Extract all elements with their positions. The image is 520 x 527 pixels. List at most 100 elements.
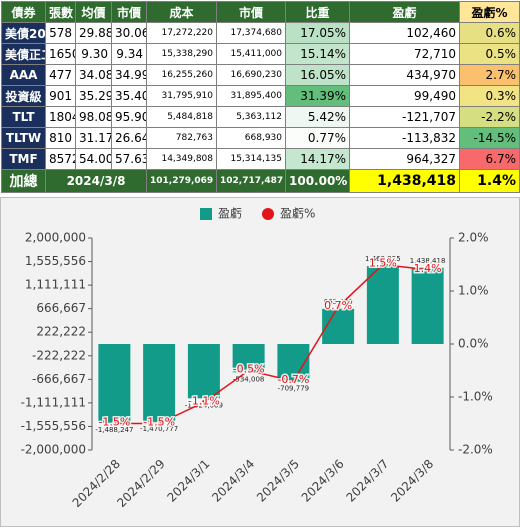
y-tick-label: -222,222 <box>32 348 86 362</box>
bar <box>232 344 265 373</box>
line <box>114 263 428 425</box>
line-label: -1.5% <box>143 416 175 429</box>
y-tick-label: -666,667 <box>32 372 86 386</box>
line-label: 1.5% <box>369 257 397 270</box>
line-label: 1.4% <box>414 262 442 275</box>
line-point <box>157 421 162 426</box>
y2-tick-label: 2.0% <box>458 231 489 245</box>
y-tick-label: 666,667 <box>36 301 86 315</box>
table-cell: 31,895,400 <box>216 85 286 107</box>
table-row: TLTW 810 31.17 26.64 782,763 668,930 0.77% -113… <box>1 127 520 149</box>
table-row: TMF857254.0057.6314,349,80815,314,13514.… <box>1 148 520 170</box>
line-point <box>336 304 341 309</box>
line-label: -0.7% <box>277 373 309 386</box>
table-cell: -2.2% <box>459 106 520 128</box>
y-tick-label: 222,222 <box>36 325 86 339</box>
table-row: 加總 2024/3/8 101,279,069 102,717,487 100.00% 1… <box>1 169 520 193</box>
legend-label: 盈虧% <box>280 207 315 221</box>
table-cell: 8572 <box>45 148 76 170</box>
line-point <box>380 262 385 267</box>
holdings-table: 債券 張數 均價 市價 成本 市價 比重 盈虧 盈虧% 美債20 578 29.88 30.06 17,2… <box>1 1 520 193</box>
table-cell: 57.63 <box>111 148 147 170</box>
table-cell: 5,363,112 <box>216 106 286 128</box>
header-cell: 張數 <box>45 1 76 23</box>
bar-label: 663,400 <box>324 298 353 306</box>
y-tick-label: 1,111,111 <box>25 278 86 292</box>
table-cell: 29.88 <box>75 22 112 44</box>
table-cell: 16,690,230 <box>216 64 286 86</box>
legend-label: 盈虧 <box>218 207 242 221</box>
legend-marker <box>200 208 212 220</box>
table-row: AAA 477 34.08 34.99 16,255,260 16,690,230 16.0… <box>1 64 520 86</box>
bond-name: TLT <box>1 106 46 128</box>
table-row: TLT180498.0895.905,484,8185,363,1125.42%… <box>1 106 520 128</box>
table-cell: 1650 <box>45 43 76 65</box>
bar-label: -709,779 <box>278 385 309 393</box>
table-cell: 14,349,808 <box>146 148 217 170</box>
table-cell: 16,255,260 <box>146 64 217 86</box>
bar-label: -1,024,009 <box>185 401 223 409</box>
line-label: -1.5% <box>98 416 130 429</box>
bar-label: -1,470,777 <box>140 425 178 433</box>
table-cell: 0.3% <box>459 85 520 107</box>
table-cell: 102,460 <box>349 22 460 44</box>
table-cell: 668,930 <box>216 127 286 149</box>
table-cell: 31,795,910 <box>146 85 217 107</box>
table-cell: 15,338,290 <box>146 43 217 65</box>
header-cell: 成本 <box>146 1 217 23</box>
footer-cell: 101,279,069 <box>146 169 217 193</box>
table-cell: 34.99 <box>111 64 147 86</box>
table-cell: -113,832 <box>349 127 460 149</box>
table-cell: 31.17 <box>75 127 112 149</box>
y-tick-label: -1,111,111 <box>21 395 86 409</box>
header-cell: 市價 <box>216 1 286 23</box>
table-cell: 99,490 <box>349 85 460 107</box>
y-tick-label: 2,000,000 <box>25 231 86 245</box>
footer-cell: 102,717,487 <box>216 169 286 193</box>
table-cell: 782,763 <box>146 127 217 149</box>
table-cell: 17,272,220 <box>146 22 217 44</box>
table-row: 投資級 901 35.29 35.40 31,795,910 31,895,400 31.3… <box>1 85 520 107</box>
table-cell: 1804 <box>45 106 76 128</box>
table-cell: 17,374,680 <box>216 22 286 44</box>
table-cell: 15,411,000 <box>216 43 286 65</box>
bond-name: 美債20 <box>1 22 46 44</box>
table-cell: 35.40 <box>111 85 147 107</box>
bond-name: AAA <box>1 64 46 86</box>
bar <box>143 344 176 422</box>
table-cell: 95.90 <box>111 106 147 128</box>
footer-cell: 2024/3/8 <box>45 169 147 193</box>
table-row: 美債正二16509.309.3415,338,29015,411,00015.1… <box>1 43 520 65</box>
table-cell: 964,327 <box>349 148 460 170</box>
bond-name: TMF <box>1 148 46 170</box>
header-cell: 盈虧% <box>459 1 520 23</box>
header-cell: 均價 <box>75 1 112 23</box>
line-label: -1.1% <box>188 394 220 407</box>
table-row: 美債20 578 29.88 30.06 17,272,220 17,374,680 17.… <box>1 22 520 44</box>
table-cell: 5.42% <box>285 106 350 128</box>
table-cell: 98.08 <box>75 106 112 128</box>
bar-label: -1,488,247 <box>95 426 133 434</box>
table-cell: 9.34 <box>111 43 147 65</box>
bond-name: 美債正二 <box>1 43 46 65</box>
y2-tick-label: 1.0% <box>458 284 489 298</box>
table-cell: 72,710 <box>349 43 460 65</box>
table-cell: 14.17% <box>285 148 350 170</box>
table-cell: 901 <box>45 85 76 107</box>
legend-marker <box>262 208 274 220</box>
table-cell: 0.6% <box>459 22 520 44</box>
bar <box>187 344 220 399</box>
header-cell: 盈虧 <box>349 1 460 23</box>
y-tick-label: 1,555,556 <box>25 254 86 268</box>
table-cell: 434,970 <box>349 64 460 86</box>
chart: 2,000,000 1,555,556 1,111,111 666,667 222,22… <box>0 197 520 527</box>
y-tick-label: -2,000,000 <box>21 443 86 457</box>
header-cell: 比重 <box>285 1 350 23</box>
table-cell: 16.05% <box>285 64 350 86</box>
y-tick-label: -1,555,556 <box>21 419 86 433</box>
line-point <box>201 400 206 405</box>
table-cell: -121,707 <box>349 106 460 128</box>
table-cell: 2.7% <box>459 64 520 86</box>
table-cell: 31.39% <box>285 85 350 107</box>
